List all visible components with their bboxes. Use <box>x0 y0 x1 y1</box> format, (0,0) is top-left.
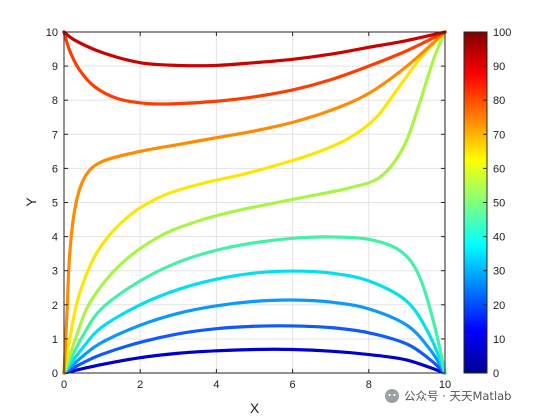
colorbar-tick-label: 30 <box>493 266 505 278</box>
series-line-level-70 <box>62 30 447 375</box>
x-tick-label: 4 <box>213 379 219 391</box>
y-tick-label: 6 <box>52 163 58 175</box>
colorbar-tick-label: 40 <box>493 232 505 244</box>
x-tick-label: 10 <box>439 379 451 391</box>
watermark-text: 公众号 · 天天Matlab <box>404 389 512 403</box>
x-tick-label: 0 <box>61 379 67 391</box>
y-axis-ticks: 0 1 2 3 4 5 6 7 8 9 10 <box>46 27 445 380</box>
wechat-icon-eye-right <box>393 393 396 397</box>
watermark: 公众号 · 天天Matlab <box>385 389 512 403</box>
colorbar-tick-label: 0 <box>493 368 499 380</box>
grid-lines <box>63 31 446 374</box>
y-tick-label: 0 <box>52 368 58 380</box>
y-tick-label: 4 <box>52 232 58 244</box>
series-line-level-80 <box>62 30 447 375</box>
x-tick-label: 2 <box>137 379 143 391</box>
colorbar-tick-label: 100 <box>493 27 511 39</box>
series-line-level-60 <box>62 30 447 375</box>
series-line-level-10 <box>62 347 447 375</box>
wechat-icon <box>385 389 399 403</box>
colorbar-tick-label: 60 <box>493 163 505 175</box>
y-tick-label: 5 <box>52 198 58 210</box>
series-line-level-30 <box>62 298 447 375</box>
colorbar-tick-label: 20 <box>493 300 505 312</box>
y-tick-label: 2 <box>52 300 58 312</box>
colorbar-tick-label: 70 <box>493 129 505 141</box>
series-line-level-90 <box>62 30 447 106</box>
y-tick-label: 1 <box>52 334 58 346</box>
x-axis-label: X <box>250 400 260 416</box>
x-tick-label: 6 <box>290 379 296 391</box>
y-tick-label: 8 <box>52 95 58 107</box>
wechat-icon-eye-left <box>388 393 391 397</box>
colorbar-tick-label: 90 <box>493 61 505 73</box>
y-tick-label: 10 <box>46 27 58 39</box>
colorbar-ticks: 0 10 20 30 40 50 60 70 80 90 100 <box>483 27 511 380</box>
series-line-level-100 <box>62 30 447 68</box>
series-line-level-40 <box>62 269 447 375</box>
y-tick-label: 3 <box>52 266 58 278</box>
colorbar-tick-label: 80 <box>493 95 505 107</box>
series-line-level-50 <box>62 235 447 375</box>
series-line-level-20 <box>62 324 447 375</box>
series-lines <box>62 30 447 375</box>
y-tick-label: 9 <box>52 61 58 73</box>
colorbar-tick-label: 50 <box>493 198 505 210</box>
x-tick-label: 8 <box>366 379 372 391</box>
y-axis-label: Y <box>23 197 39 207</box>
colorbar-tick-label: 10 <box>493 334 505 346</box>
y-tick-label: 7 <box>52 129 58 141</box>
x-axis-ticks: 0 2 4 6 8 10 <box>61 32 451 391</box>
